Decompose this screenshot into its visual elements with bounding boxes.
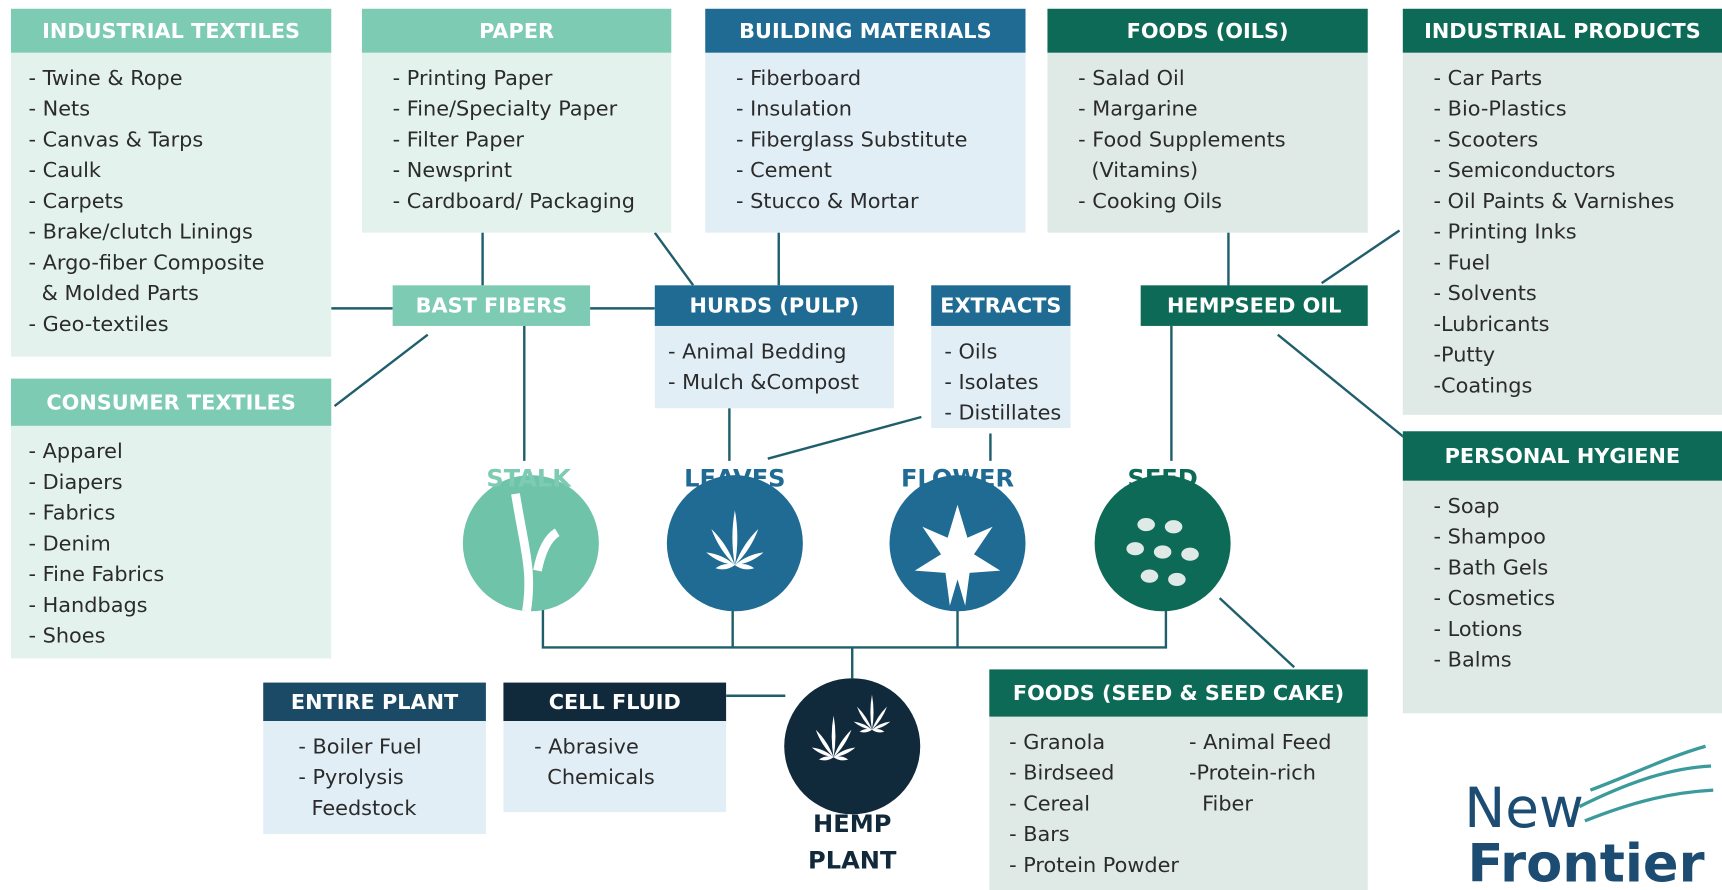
box-item: - Bath Gels xyxy=(1434,555,1549,579)
seed-icon xyxy=(1167,572,1187,587)
box-item: - Insulation xyxy=(736,97,852,121)
box-item: - Bars xyxy=(1009,822,1070,846)
box-item: - Soap xyxy=(1434,494,1500,518)
box-item: - Caulk xyxy=(29,158,101,182)
hub-label: PLANT xyxy=(808,846,897,874)
box-item: - Fine/Specialty Paper xyxy=(393,97,618,121)
part-label: FLOWER xyxy=(901,465,1015,493)
box-item: - Apparel xyxy=(29,439,123,463)
box-item: - Car Parts xyxy=(1434,66,1543,90)
box-item: - Handbags xyxy=(29,593,148,617)
diagram: INDUSTRIAL TEXTILES - Twine & Rope - Nets -… xyxy=(0,0,1722,890)
box-item: - Denim xyxy=(29,531,111,555)
box-item: - Boiler Fuel xyxy=(298,734,421,758)
seed-icon xyxy=(1180,547,1200,562)
box-item: - Stucco & Mortar xyxy=(736,189,919,213)
box-item: - Birdseed xyxy=(1009,761,1114,785)
logo-swoosh xyxy=(1579,746,1713,821)
box-item: - Newsprint xyxy=(393,158,512,182)
box-item: - Distillates xyxy=(944,401,1061,425)
box-item: - Lotions xyxy=(1434,617,1523,641)
box-title: INDUSTRIAL TEXTILES xyxy=(42,19,300,43)
box-item: - Salad Oil xyxy=(1078,66,1184,90)
box-item: - Mulch &Compost xyxy=(668,370,859,394)
hub-label: HEMP xyxy=(813,810,891,838)
box-item: - Fiberboard xyxy=(736,66,861,90)
box-item: - Cosmetics xyxy=(1434,586,1556,610)
box-item: - Fabrics xyxy=(29,501,116,525)
box-item: - Shoes xyxy=(29,623,106,647)
box-item: - Oil Paints & Varnishes xyxy=(1434,189,1675,213)
part-label: LEAVES xyxy=(684,465,785,493)
seed-icon xyxy=(1140,568,1160,583)
box-item: - Canvas & Tarps xyxy=(29,127,204,151)
box-item: - Scooters xyxy=(1434,127,1539,151)
box-title: HEMPSEED OIL xyxy=(1167,294,1341,318)
box-item: - Cereal xyxy=(1009,791,1090,815)
box-item: Chemicals xyxy=(547,765,654,789)
box-title: BUILDING MATERIALS xyxy=(739,19,991,43)
seed-icon xyxy=(1164,519,1184,534)
hub-circle xyxy=(784,678,920,814)
box-item: - Brake/clutch Linings xyxy=(29,220,253,244)
box-title: CELL FLUID xyxy=(549,690,681,714)
logo-new: New xyxy=(1464,776,1584,840)
box-title: HURDS (PULP) xyxy=(690,294,860,318)
box-title: EXTRACTS xyxy=(940,294,1061,318)
box-item: - Margarine xyxy=(1078,97,1197,121)
box-item: - Shampoo xyxy=(1434,525,1546,549)
box-item: - Solvents xyxy=(1434,281,1537,305)
box-item: - Cooking Oils xyxy=(1078,189,1222,213)
box-title: BAST FIBERS xyxy=(416,294,568,318)
box-item: - Carpets xyxy=(29,189,124,213)
box-item: - Semiconductors xyxy=(1434,158,1616,182)
box-title: FOODS (OILS) xyxy=(1127,19,1289,43)
box-item: - Cardboard/ Packaging xyxy=(393,189,635,213)
box-item: - Abrasive xyxy=(534,734,639,758)
part-label: STALK xyxy=(486,465,572,493)
box-item: - Isolates xyxy=(944,370,1038,394)
box-title: PERSONAL HYGIENE xyxy=(1445,444,1680,468)
box-item: -Lubricants xyxy=(1434,312,1550,336)
box-item: - Fuel xyxy=(1434,250,1491,274)
box-item: - Nets xyxy=(29,97,91,121)
box-item: - Printing Paper xyxy=(393,66,553,90)
box-item: - Twine & Rope xyxy=(29,66,183,90)
box-item: - Argo-fiber Composite xyxy=(29,250,265,274)
page: { "boxes": [ {"title": "INDUSTRIAL TEXTI… xyxy=(0,0,1722,890)
box-item: - Animal Bedding xyxy=(668,339,847,363)
box-item: - Bio-Plastics xyxy=(1434,97,1567,121)
box-item: -Protein-rich xyxy=(1189,761,1316,785)
box-title: FOODS (SEED & SEED CAKE) xyxy=(1013,681,1344,705)
box-title: INDUSTRIAL PRODUCTS xyxy=(1424,19,1701,43)
box-item: - Printing Inks xyxy=(1434,220,1577,244)
box-item: - Balms xyxy=(1434,648,1512,672)
box-item: - Granola xyxy=(1009,730,1105,754)
logo-frontier: Frontier xyxy=(1468,834,1705,890)
box-item: -Coatings xyxy=(1434,373,1533,397)
box-item: Fiber xyxy=(1202,791,1253,815)
box-item: - Filter Paper xyxy=(393,127,525,151)
box-item: Feedstock xyxy=(311,796,416,820)
box-item: (Vitamins) xyxy=(1091,158,1198,182)
box-item: - Pyrolysis xyxy=(298,765,403,789)
box-item: - Oils xyxy=(944,339,997,363)
seed-icon xyxy=(1153,544,1173,559)
box-title: PAPER xyxy=(479,19,554,43)
box-item: - Fine Fabrics xyxy=(29,562,165,586)
box-item: - Protein Powder xyxy=(1009,853,1179,877)
box-title: ENTIRE PLANT xyxy=(291,690,459,714)
seed-icon xyxy=(1136,517,1156,532)
box-item: - Diapers xyxy=(29,470,123,494)
part-label: SEED xyxy=(1127,465,1197,493)
box-item: & Molded Parts xyxy=(42,281,199,305)
box-item: - Cement xyxy=(736,158,832,182)
box-item: -Putty xyxy=(1434,343,1496,367)
box-item: - Animal Feed xyxy=(1189,730,1331,754)
box-item: - Geo-textiles xyxy=(29,312,169,336)
box-item: - Food Supplements xyxy=(1078,127,1285,151)
box-title: CONSUMER TEXTILES xyxy=(46,390,295,414)
seed-icon xyxy=(1125,541,1145,556)
box-item: - Fiberglass Substitute xyxy=(736,127,967,151)
